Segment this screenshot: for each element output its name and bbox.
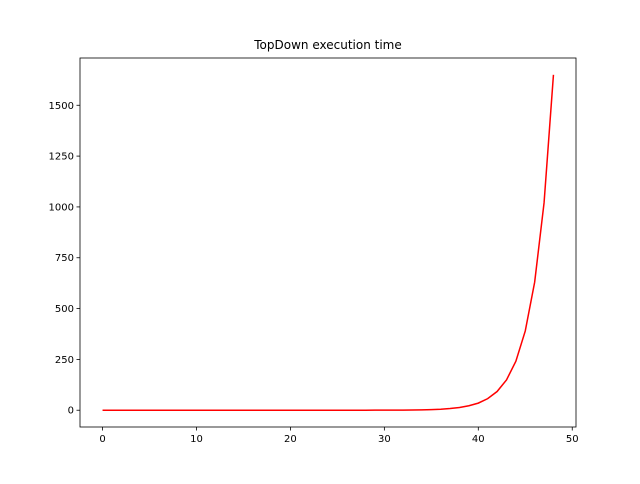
y-tick-label: 1500 (49, 101, 74, 112)
y-tick-label: 250 (55, 355, 74, 366)
x-tick-label: 40 (472, 434, 485, 445)
y-tick-label: 750 (55, 253, 74, 264)
chart-title: TopDown execution time (253, 38, 401, 52)
x-tick-label: 50 (566, 434, 579, 445)
plot-frame (79, 57, 577, 428)
line (102, 74, 555, 411)
y-tick-label: 1000 (49, 202, 74, 213)
x-tick-label: 0 (99, 434, 105, 445)
x-tick-label: 10 (190, 434, 203, 445)
x-tick-label: 30 (378, 434, 391, 445)
x-tick-label: 20 (284, 434, 297, 445)
y-tick-label: 0 (68, 406, 74, 417)
y-tick-label: 1250 (49, 152, 74, 163)
y-tick-label: 500 (55, 304, 74, 315)
